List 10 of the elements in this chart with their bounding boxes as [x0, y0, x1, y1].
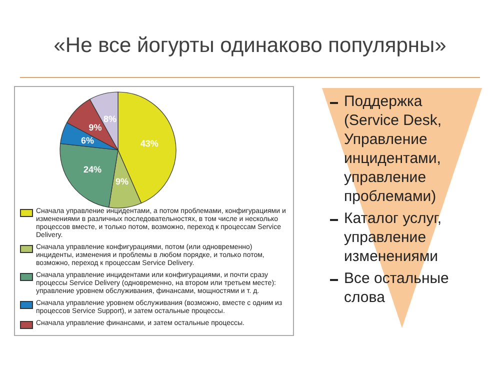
- data-label: 9%: [88, 122, 102, 133]
- data-label: 8%: [103, 114, 116, 124]
- text: Поддержка (Service Desk, Управление инцидентами, управление проблемами): [343, 92, 443, 206]
- data-label: 9%: [116, 176, 129, 187]
- text: Каталог услуг, управление изменениями: [343, 209, 443, 266]
- chart-title: «Не все йогурты одинаково популярны»: [54, 34, 446, 57]
- data-label: 6%: [80, 136, 94, 146]
- data-label: 43%: [140, 138, 158, 148]
- data-label: 24%: [84, 164, 102, 174]
- text: Все остальные слова: [343, 269, 450, 307]
